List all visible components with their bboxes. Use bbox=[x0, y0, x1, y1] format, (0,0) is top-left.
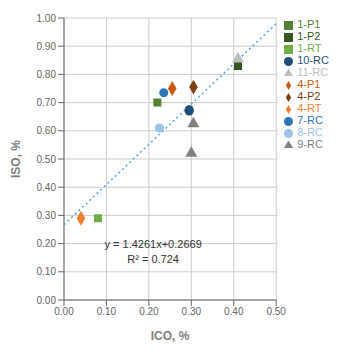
svg-text:0.40: 0.40 bbox=[224, 306, 244, 317]
html-text:9-RC: 9-RC bbox=[297, 138, 323, 150]
svg-text:0.50: 0.50 bbox=[266, 306, 286, 317]
svg-text:0.30: 0.30 bbox=[37, 210, 57, 221]
html-text:1-P2: 1-P2 bbox=[297, 30, 321, 42]
svg-text:0.60: 0.60 bbox=[37, 125, 57, 136]
svg-text:0.40: 0.40 bbox=[37, 182, 57, 193]
svg-text:0.00: 0.00 bbox=[54, 306, 74, 317]
html-text:4-P1: 4-P1 bbox=[297, 78, 321, 90]
svg-text:ICO, %: ICO, % bbox=[151, 329, 190, 343]
svg-text:0.50: 0.50 bbox=[37, 154, 57, 165]
html-text:8-RC: 8-RC bbox=[297, 126, 323, 138]
html-text:1-P1: 1-P1 bbox=[297, 18, 321, 30]
svg-text:y = 1.4261x+0.2669R² = 0.724: y = 1.4261x+0.2669R² = 0.724 bbox=[105, 237, 202, 264]
svg-text:0.30: 0.30 bbox=[182, 306, 202, 317]
svg-text:0.70: 0.70 bbox=[37, 97, 57, 108]
svg-text:0.80: 0.80 bbox=[37, 69, 57, 80]
svg-text:0.10: 0.10 bbox=[97, 306, 117, 317]
html-text:11-RC: 11-RC bbox=[297, 66, 329, 78]
svg-text:1.00: 1.00 bbox=[37, 13, 57, 24]
html-text:4-P2: 4-P2 bbox=[297, 90, 321, 102]
svg-text:0.00: 0.00 bbox=[37, 295, 57, 306]
html-text:4-RT: 4-RT bbox=[297, 102, 322, 114]
html-text:10-RC: 10-RC bbox=[297, 54, 329, 66]
svg-text:ISO, %: ISO, % bbox=[9, 140, 23, 178]
html-text:7-RC: 7-RC bbox=[297, 114, 323, 126]
svg-text:0.10: 0.10 bbox=[37, 266, 57, 277]
svg-text:0.20: 0.20 bbox=[37, 238, 57, 249]
html-text:1-RT: 1-RT bbox=[297, 42, 322, 54]
svg-text:0.20: 0.20 bbox=[139, 306, 159, 317]
svg-text:0.90: 0.90 bbox=[37, 41, 57, 52]
